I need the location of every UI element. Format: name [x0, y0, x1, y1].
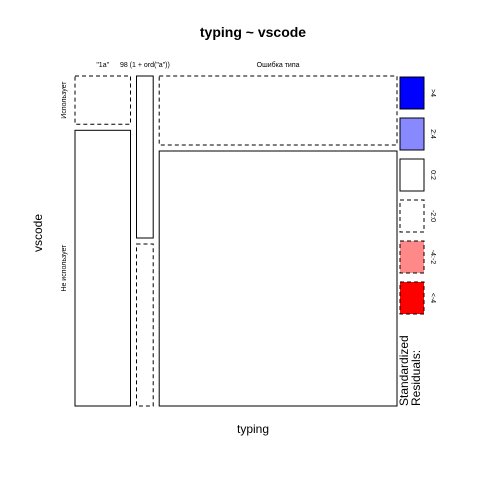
mosaic-cell	[74, 75, 131, 125]
legend-title: Residuals:	[409, 350, 423, 406]
legend-label: -2:0	[429, 210, 436, 222]
legend-label: 2:4	[429, 129, 436, 139]
mosaic-cell	[74, 129, 131, 407]
y-category-label: Использует	[61, 81, 68, 119]
x-category-label: 98 (1 + ord("a"))	[120, 62, 170, 69]
chart-title: typing ~ vscode	[200, 24, 306, 40]
x-category-labels: "1a" 98 (1 + ord("a")) Ошибка типа	[96, 61, 299, 69]
x-category-label: Ошибка типа	[257, 61, 300, 69]
y-category-label: Не использует	[61, 244, 68, 292]
legend-label: >4	[429, 89, 436, 97]
legend-label: <-4	[429, 293, 436, 303]
legend-label: 0:2	[429, 170, 436, 180]
legend: >4 2:4 0:2 -2:0 -4:-2 <-4 StandardizedResidual…	[397, 76, 436, 406]
legend-swatch	[399, 158, 425, 192]
x-category-label: "1a"	[96, 62, 109, 69]
mosaic-cell	[136, 75, 154, 239]
mosaic-cells	[74, 75, 398, 407]
x-axis-label: typing	[237, 422, 269, 436]
y-axis-label: vscode	[31, 214, 45, 252]
mosaic-cell	[136, 243, 154, 407]
legend-title: Standardized	[397, 335, 411, 406]
legend-label: -4:-2	[429, 250, 436, 265]
legend-swatch	[399, 281, 425, 315]
legend-swatch	[399, 76, 425, 110]
legend-swatch	[399, 117, 425, 151]
legend-swatch	[399, 240, 425, 274]
mosaic-cell	[158, 75, 398, 146]
mosaic-cell	[158, 150, 398, 407]
y-category-labels: Использует Не использует	[61, 81, 68, 292]
legend-swatch	[399, 199, 425, 233]
